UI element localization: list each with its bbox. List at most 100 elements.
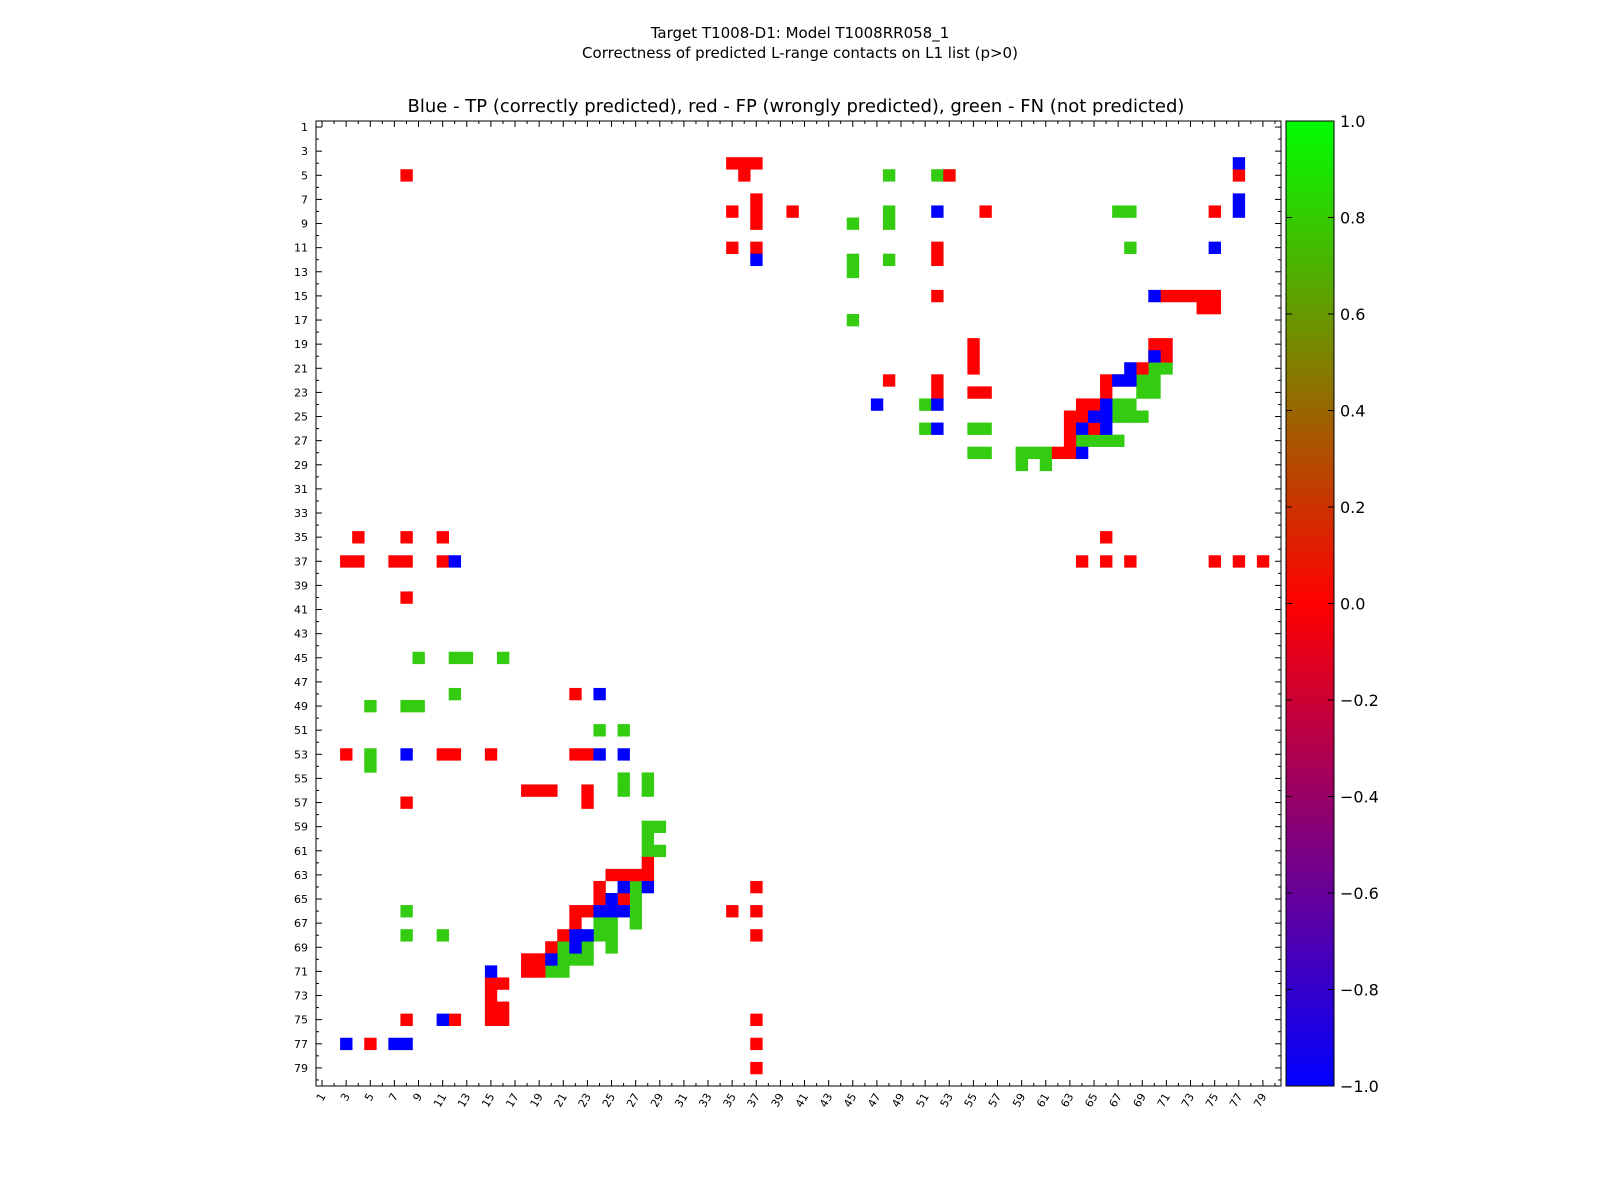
cell-fp: [1063, 422, 1077, 435]
colorbar-tick-label: 0.8: [1340, 209, 1365, 228]
x-tick-label: 13: [455, 1091, 473, 1110]
cell-tp: [1100, 410, 1113, 423]
cell-fp: [400, 1013, 413, 1026]
cell-fn: [1124, 398, 1137, 411]
cell-fp: [967, 362, 980, 375]
y-tick-label: 39: [294, 579, 308, 592]
cell-fp: [931, 241, 944, 254]
cell-fn: [1160, 362, 1173, 375]
cell-tp: [1148, 350, 1161, 363]
y-tick-label: 37: [294, 555, 308, 568]
cell-fn: [1039, 458, 1053, 472]
cell-fn: [846, 253, 860, 267]
cell-fn: [364, 700, 377, 713]
cell-fn: [1039, 446, 1053, 460]
cell-tp: [931, 398, 944, 411]
cell-fp: [1063, 446, 1077, 460]
cell-fp: [569, 917, 582, 930]
cell-tp: [1075, 446, 1089, 460]
cell-fp: [1063, 410, 1077, 423]
cell-fp: [750, 1061, 763, 1075]
cell-fn: [569, 953, 582, 966]
cell-tp: [1124, 362, 1137, 375]
cell-fp: [931, 386, 944, 399]
cell-fn: [1148, 362, 1161, 375]
cell-fp: [340, 748, 353, 761]
cell-fp: [1160, 338, 1173, 351]
colorbar-tick-label: 0.6: [1340, 305, 1365, 324]
cell-fn: [496, 651, 510, 665]
x-tick-label: 63: [1058, 1091, 1076, 1110]
cell-fp: [496, 977, 510, 990]
cell-fp: [1075, 398, 1089, 411]
cell-tp: [870, 398, 884, 411]
cell-fp: [352, 555, 365, 568]
cell-fn: [1112, 410, 1125, 423]
cell-fp: [1063, 434, 1077, 447]
y-tick-label: 23: [294, 386, 308, 399]
y-tick-label: 69: [294, 941, 308, 954]
cell-fn: [1136, 386, 1149, 399]
cell-fp: [1051, 446, 1065, 460]
cell-fp: [1208, 555, 1221, 568]
cell-fp: [726, 157, 739, 170]
cell-fp: [1232, 169, 1246, 182]
cell-fn: [967, 446, 980, 460]
cell-fn: [1112, 434, 1125, 447]
cell-fp: [545, 941, 558, 954]
x-tick-label: 1: [314, 1091, 329, 1104]
colorbar-tick-label: 0.0: [1340, 595, 1365, 614]
x-tick-label: 67: [1107, 1091, 1125, 1110]
x-tick-label: 15: [479, 1091, 497, 1110]
cell-fp: [448, 1013, 462, 1026]
y-tick-label: 59: [294, 821, 308, 834]
cell-fn: [1027, 446, 1041, 460]
cell-tp: [400, 748, 413, 761]
cell-fn: [629, 905, 642, 918]
x-tick-label: 51: [914, 1091, 932, 1110]
x-tick-label: 43: [817, 1091, 835, 1110]
cell-fn: [1136, 410, 1149, 423]
cell-fp: [750, 905, 763, 918]
cell-fn: [400, 905, 413, 918]
cell-fn: [629, 893, 642, 906]
x-tick-label: 75: [1203, 1091, 1221, 1110]
y-tick-label: 79: [294, 1062, 308, 1075]
cell-fp: [750, 880, 763, 894]
cell-tp: [617, 748, 630, 761]
cell-fp: [617, 893, 630, 906]
cell-fn: [1015, 446, 1028, 460]
cell-fn: [448, 651, 462, 665]
cell-tp: [1088, 410, 1101, 423]
cell-fp: [1100, 531, 1113, 544]
cell-tp: [1232, 157, 1246, 170]
x-tick-label: 73: [1179, 1091, 1197, 1110]
x-tick-label: 59: [1010, 1091, 1028, 1110]
colorbar-tick-label: −1.0: [1340, 1077, 1379, 1096]
cell-fp: [1100, 374, 1113, 387]
plot-background: [316, 121, 1281, 1086]
cell-fp: [484, 1013, 498, 1026]
suptitle-line-1: Target T1008-D1: Model T1008RR058_1: [650, 24, 950, 43]
cell-fn: [629, 917, 642, 930]
cell-fn: [557, 941, 570, 954]
cell-fp: [1232, 555, 1246, 568]
cell-fp: [1208, 205, 1221, 218]
cell-fp: [1075, 555, 1089, 568]
cell-fp: [943, 169, 956, 182]
cell-fn: [581, 953, 594, 966]
cell-fp: [569, 905, 582, 918]
cell-fp: [786, 205, 799, 218]
cell-tp: [1232, 193, 1246, 206]
cell-fp: [581, 748, 594, 761]
y-tick-label: 5: [301, 169, 308, 182]
x-tick-label: 21: [552, 1091, 570, 1110]
cell-fn: [1112, 205, 1125, 218]
cell-fp: [436, 748, 449, 761]
cell-fn: [605, 929, 618, 942]
y-tick-label: 25: [294, 411, 308, 424]
y-tick-label: 53: [294, 748, 308, 761]
cell-tp: [1208, 241, 1221, 254]
cell-tp: [545, 953, 558, 966]
cell-fp: [436, 531, 449, 544]
